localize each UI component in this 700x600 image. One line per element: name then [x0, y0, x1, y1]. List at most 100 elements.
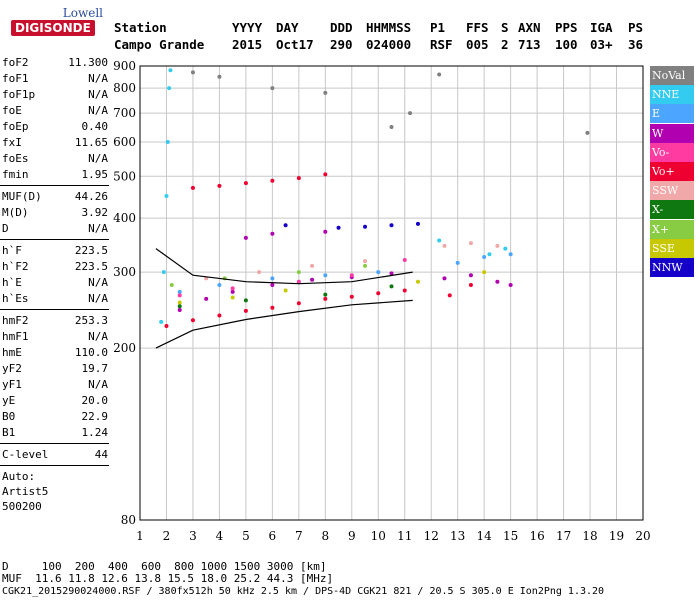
echo-point	[217, 283, 222, 288]
param-name: fmin	[2, 168, 29, 181]
echo-point	[165, 140, 170, 145]
y-tick-label: 700	[113, 106, 136, 120]
param-name: B1	[2, 426, 16, 439]
x-tick-label: 13	[450, 529, 465, 543]
echo-point	[296, 270, 301, 275]
panel-divider	[0, 465, 109, 466]
echo-point	[323, 172, 328, 177]
echo-point	[363, 259, 368, 264]
echo-point	[243, 235, 248, 240]
param-value: N/A	[88, 330, 108, 343]
header-value: 100	[555, 37, 578, 52]
echo-point	[270, 231, 275, 236]
x-tick-label: 11	[397, 529, 412, 543]
echo-point	[177, 289, 182, 294]
echo-point	[243, 181, 248, 186]
panel-divider	[0, 185, 109, 186]
echo-point	[415, 221, 420, 226]
echo-point	[376, 270, 381, 275]
echo-point	[503, 246, 508, 251]
profile-trace	[155, 299, 413, 349]
header-label: DDD	[330, 20, 353, 35]
echo-point	[283, 223, 288, 228]
param-row: foEs N/A	[2, 152, 108, 166]
x-tick-label: 19	[609, 529, 624, 543]
param-value: 253.3	[74, 314, 108, 327]
legend-item: X+	[650, 219, 694, 239]
echo-point	[177, 308, 182, 313]
x-tick-label: 20	[635, 529, 650, 543]
param-name: D	[2, 222, 9, 235]
echo-point	[230, 295, 235, 300]
echo-point	[190, 70, 195, 75]
x-tick-label: 10	[371, 529, 386, 543]
param-row: h`E N/A	[2, 276, 108, 290]
param-row: fxI 11.65	[2, 136, 108, 150]
param-value: 110.0	[74, 346, 108, 359]
param-name: fxI	[2, 136, 22, 149]
header-value: 2015	[232, 37, 263, 52]
legend-item: NNW	[650, 258, 694, 277]
param-row: D N/A	[2, 222, 108, 236]
panel-divider	[0, 443, 109, 444]
echo-point	[190, 185, 195, 190]
param-row: foF1p N/A	[2, 88, 108, 102]
header-value: 03+	[590, 37, 613, 52]
x-tick-label: 7	[295, 529, 303, 543]
param-name: yF1	[2, 378, 22, 391]
echo-point	[363, 224, 368, 229]
echo-point	[442, 276, 447, 281]
param-name: h`Es	[2, 292, 29, 305]
param-value: N/A	[88, 276, 108, 289]
echo-point	[585, 130, 590, 135]
echo-point	[487, 252, 492, 257]
echo-point	[243, 298, 248, 303]
param-name: h`E	[2, 276, 22, 289]
echo-point	[495, 243, 500, 248]
autoscaling-info: Auto:	[2, 470, 36, 483]
param-value: 223.5	[74, 244, 108, 257]
param-row: B0 22.9	[2, 410, 108, 424]
param-row: hmE 110.0	[2, 346, 108, 360]
x-tick-label: 9	[348, 529, 356, 543]
header-label: YYYY	[232, 20, 263, 35]
header-label: PPS	[555, 20, 578, 35]
y-tick-label: 500	[113, 169, 136, 183]
x-tick-label: 5	[242, 529, 250, 543]
param-row: hmF2 253.3	[2, 314, 108, 328]
param-value: N/A	[88, 104, 108, 117]
echo-point	[376, 291, 381, 296]
y-tick-label: 300	[113, 265, 136, 279]
param-name: yF2	[2, 362, 22, 375]
param-row: M(D) 3.92	[2, 206, 108, 220]
param-value: N/A	[88, 292, 108, 305]
x-tick-label: 12	[424, 529, 439, 543]
param-value: 44	[94, 448, 108, 461]
param-row: foF2 11.300	[2, 56, 108, 70]
echo-point	[437, 72, 442, 77]
param-value: 22.9	[81, 410, 109, 423]
echo-point	[455, 260, 460, 265]
echo-point	[468, 241, 473, 246]
echo-point	[270, 276, 275, 281]
echo-point	[389, 125, 394, 130]
param-row: yF2 19.7	[2, 362, 108, 376]
echo-point	[415, 279, 420, 284]
param-name: foE	[2, 104, 22, 117]
echo-point	[230, 289, 235, 294]
param-value: 1.24	[81, 426, 109, 439]
x-tick-label: 2	[163, 529, 171, 543]
x-tick-label: 8	[321, 529, 329, 543]
echo-point	[323, 296, 328, 301]
echo-point	[323, 90, 328, 95]
echo-point	[482, 255, 487, 260]
echo-point	[508, 283, 513, 288]
param-name: hmE	[2, 346, 22, 359]
autoscaling-info: 500200	[2, 500, 42, 513]
param-row: C-level 44	[2, 448, 108, 462]
echo-point	[402, 257, 407, 262]
x-tick-label: 4	[216, 529, 224, 543]
echo-point	[336, 225, 341, 230]
digisonde-logo: Lowell DIGISONDE	[3, 6, 107, 40]
echo-point	[217, 183, 222, 188]
